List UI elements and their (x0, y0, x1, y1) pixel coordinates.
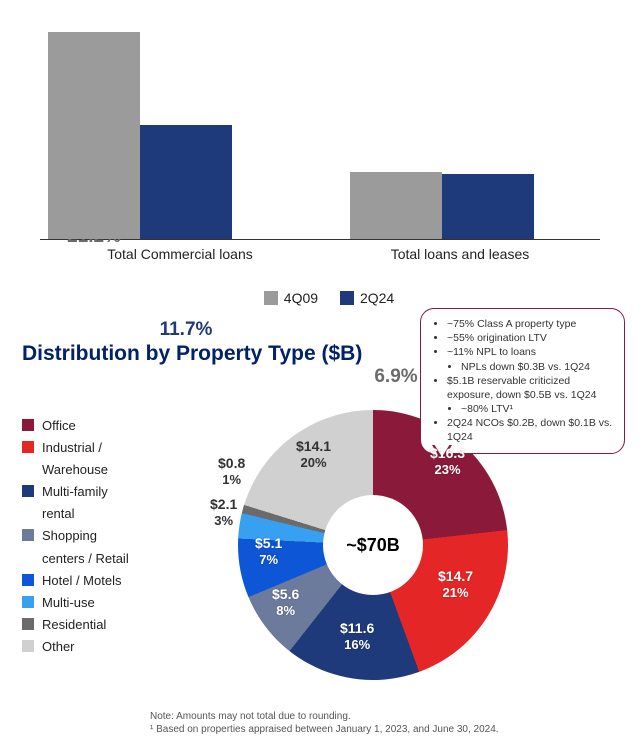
bar-fill (140, 125, 232, 239)
office-stats-callout: ~75% Class A property type ~55% originat… (420, 308, 625, 454)
callout-line: NPLs down $0.3B vs. 1Q24 (461, 360, 614, 374)
slice-label: $16.323% (430, 445, 465, 477)
legend-label: Residential (42, 614, 106, 636)
legend-label: 2Q24 (360, 290, 394, 306)
x-label: Total loans and leases (320, 246, 600, 262)
legend-swatch (22, 574, 34, 586)
pie-legend-item: Multi-familyrental (22, 481, 129, 525)
callout-line: 2Q24 NCOs $0.2B, down $0.1B vs. 1Q24 (447, 416, 614, 444)
pie-legend-item: Residential (22, 614, 129, 636)
footnote-note: Note: Amounts may not total due to round… (150, 710, 499, 723)
callout-line: ~55% origination LTV (447, 331, 614, 345)
legend-swatch (22, 419, 34, 431)
bar-plot-area: 21.2% 11.7% 6.9% 6.7% (40, 20, 600, 240)
callout-line: $5.1B reservable criticized exposure, do… (447, 374, 614, 402)
bar-value-label: 11.7% (140, 319, 232, 341)
pie-legend-item: Industrial /Warehouse (22, 437, 129, 481)
legend-swatch-4q09 (264, 291, 278, 305)
legend-label: Other (42, 636, 75, 658)
legend-swatch (22, 485, 34, 497)
slice-label: $5.17% (255, 535, 282, 567)
distribution-title: Distribution by Property Type ($B) (22, 342, 362, 366)
slice-label: $0.81% (218, 455, 245, 487)
commercial-loans-bar-chart: 21.2% 11.7% 6.9% 6.7% Total Commercial l… (40, 20, 600, 280)
callout-line: ~11% NPL to loans (447, 345, 614, 359)
legend-swatch (22, 596, 34, 608)
legend-label: Multi-use (42, 592, 95, 614)
pie-legend: OfficeIndustrial /WarehouseMulti-familyr… (22, 415, 129, 658)
callout-line: ~75% Class A property type (447, 317, 614, 331)
legend-label: Multi-familyrental (42, 481, 108, 525)
bar-fill (350, 172, 442, 239)
pie-legend-item: Hotel / Motels (22, 570, 129, 592)
footnote-ref1: ¹ Based on properties appraised between … (150, 723, 499, 736)
bar-chart-legend: 4Q09 2Q24 (0, 290, 640, 306)
pie-legend-item: Other (22, 636, 129, 658)
legend-swatch (22, 640, 34, 652)
legend-swatch-2q24 (340, 291, 354, 305)
legend-swatch (22, 441, 34, 453)
pie-legend-item: Multi-use (22, 592, 129, 614)
slice-label: $5.68% (272, 586, 299, 618)
slice-label: $11.616% (340, 620, 374, 652)
legend-swatch (22, 529, 34, 541)
slice-label: $14.721% (438, 568, 473, 600)
legend-label: Office (42, 415, 76, 437)
x-label: Total Commercial loans (40, 246, 320, 262)
legend-swatch (22, 618, 34, 630)
legend-label: 4Q09 (284, 290, 318, 306)
legend-label: Shoppingcenters / Retail (42, 525, 129, 569)
footnotes: Note: Amounts may not total due to round… (150, 710, 499, 736)
bar-fill (442, 174, 534, 240)
slice-label: $2.13% (210, 496, 237, 528)
callout-line: ~80% LTV¹ (461, 402, 614, 416)
pie-legend-item: Office (22, 415, 129, 437)
donut-center-label: ~$70B (323, 495, 423, 595)
legend-label: Industrial /Warehouse (42, 437, 108, 481)
bar-fill (48, 32, 140, 239)
pie-legend-item: Shoppingcenters / Retail (22, 525, 129, 569)
legend-label: Hotel / Motels (42, 570, 121, 592)
slice-label: $14.120% (296, 438, 331, 470)
